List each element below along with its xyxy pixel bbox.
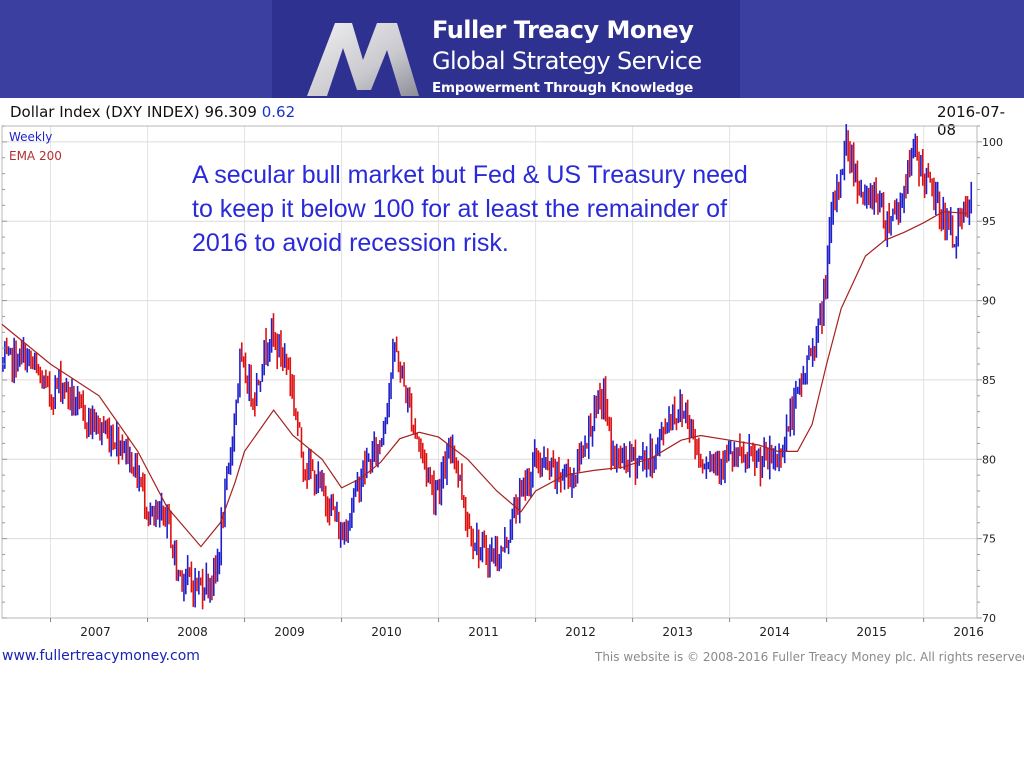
y-tick-label: 75	[982, 533, 996, 546]
x-tick-label: 2012	[565, 625, 596, 639]
chart-header: Dollar Index (DXY INDEX) 96.309 0.62	[10, 103, 295, 121]
y-tick-label: 85	[982, 374, 996, 387]
brand-logo-icon	[307, 23, 419, 96]
x-tick-label: 2011	[468, 625, 499, 639]
header-banner: Fuller Treacy Money Global Strategy Serv…	[0, 0, 1024, 98]
x-tick-label: 2009	[274, 625, 305, 639]
y-tick-label: 90	[982, 295, 996, 308]
footer-url-link[interactable]: www.fullertreacymoney.com	[2, 648, 200, 664]
x-tick-label: 2016	[953, 625, 984, 639]
x-tick-label: 2014	[759, 625, 790, 639]
x-tick-label: 2007	[80, 625, 111, 639]
x-axis: 2007 2008 2009 2010 2011 2012 2013 2014 2015 2016	[50, 618, 984, 639]
instrument-name: Dollar Index (DXY INDEX)	[10, 103, 200, 121]
plot-frame	[1, 125, 978, 619]
legend-ema-200: EMA 200	[9, 149, 62, 163]
y-tick-label: 80	[982, 453, 996, 466]
x-tick-label: 2010	[371, 625, 402, 639]
y-axis: 70 75 80 85 90 95 100	[2, 125, 1003, 625]
y-tick-label: 100	[982, 136, 1003, 149]
dxy-chart: 70 75 80 85 90 95 100 2007 2008 2009 2010 2011 2012…	[1, 124, 1003, 639]
legend-weekly: Weekly	[9, 130, 52, 144]
brand-name: Fuller Treacy Money	[432, 16, 694, 44]
brand-service: Global Strategy Service	[432, 47, 702, 75]
brand-tagline: Empowerment Through Knowledge	[432, 80, 694, 96]
x-tick-label: 2008	[177, 625, 208, 639]
y-tick-label: 95	[982, 215, 996, 228]
x-tick-label: 2013	[662, 625, 693, 639]
y-tick-label: 70	[982, 612, 996, 625]
x-tick-label: 2015	[856, 625, 887, 639]
last-price: 96.309	[204, 103, 257, 121]
ema-200-line	[1, 211, 968, 548]
price-bars	[2, 124, 973, 610]
price-change: 0.62	[261, 103, 296, 121]
footer-copyright: This website is © 2008-2016 Fuller Treac…	[595, 650, 1024, 664]
chart-annotation: A secular bull market but Fed & US Treas…	[192, 161, 748, 257]
